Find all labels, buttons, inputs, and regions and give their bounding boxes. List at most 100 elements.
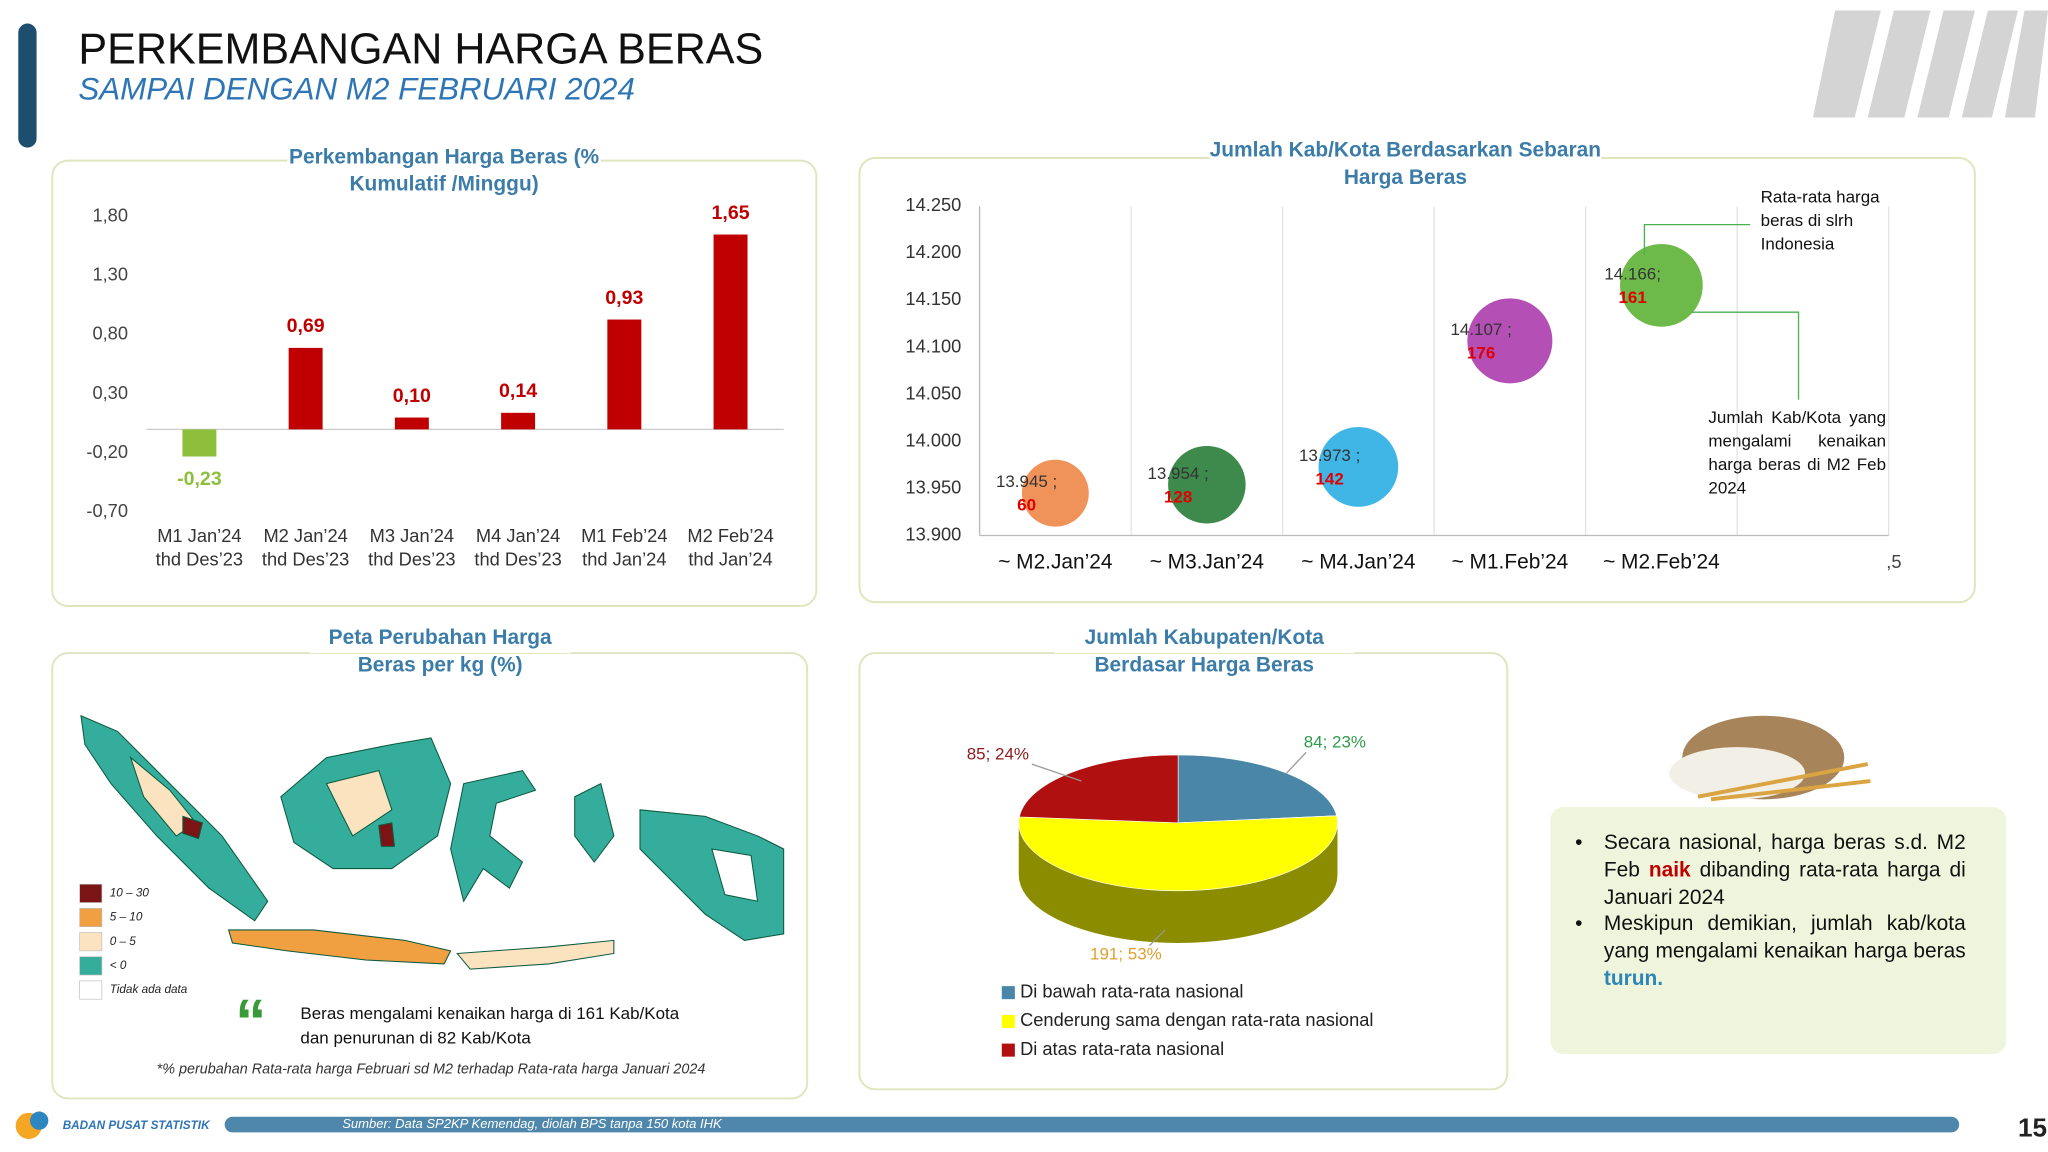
bar: [394, 417, 429, 430]
size-label: 176: [1467, 343, 1495, 362]
bullet-dot: •: [1575, 832, 1583, 855]
value-label: 13.954 ;: [1147, 464, 1208, 483]
x-tick-label-box: M4 Jan’24 thd Des’23: [474, 525, 562, 570]
title-bg: [1209, 147, 1602, 166]
title-bg: [287, 154, 601, 173]
title-bg: [309, 634, 571, 654]
legend-label: 0 – 5: [110, 935, 137, 948]
bullet: • Secara nasional, harga beras s.d. M2 Fe…: [1567, 831, 1966, 912]
panel-title-box: Perkembangan Harga Beras (% Kumulatif /M…: [289, 146, 600, 196]
value-label: 84; 23%: [1304, 733, 1366, 752]
x-tick-label: ~ M2.Feb’24: [1603, 550, 1720, 573]
rice-illustration: [1669, 715, 1871, 802]
size-label: 161: [1618, 288, 1646, 307]
x-tick-label-box: M3 Jan’24 thd Des’23: [368, 525, 456, 570]
annotation: Rata-rata harga beras di slrh Indonesia: [1760, 186, 1880, 254]
bullet-text: Meskipun demikian, jumlah kab/kota yang …: [1603, 913, 1966, 963]
footnote-box: *% perubahan Rata-rata harga Februari sd…: [157, 1062, 706, 1078]
x-extra-label: ,5: [1886, 551, 1901, 572]
size-label: 60: [1017, 496, 1036, 515]
bar: [288, 347, 323, 430]
y-tick-label: 14.050: [905, 382, 961, 403]
bar: [607, 319, 642, 430]
panel-title: Jumlah Kabupaten/Kota Berdasar Harga Ber…: [1084, 626, 1324, 677]
value-label: 14.107 ;: [1450, 320, 1511, 339]
legend-label: Di bawah rata-rata nasional: [1020, 980, 1243, 1001]
pie-side: [1018, 822, 1338, 944]
annotation: Jumlah Kab/Kota yang mengalami kenaikan …: [1708, 407, 1887, 498]
legend-swatch: [1001, 1043, 1015, 1057]
pie-slice: [1018, 815, 1338, 892]
bubble: [1620, 244, 1703, 327]
y-tick-label: 0,30: [92, 382, 128, 403]
island: [450, 770, 537, 903]
island: [227, 929, 452, 965]
source: Sumber: Data SP2KP Kemendag, diolah BPS …: [342, 1116, 723, 1131]
bar: [501, 412, 536, 430]
bullet-text: naik: [1648, 859, 1691, 882]
y-tick-label: 13.900: [905, 523, 961, 544]
island: [639, 809, 785, 941]
value-label: 13.973 ;: [1299, 446, 1360, 465]
bubble: [1467, 298, 1553, 384]
legend-label: 10 – 30: [110, 886, 150, 899]
panel-title: Perkembangan Harga Beras (% Kumulatif /M…: [289, 146, 600, 196]
x-tick-label: ~ M4.Jan’24: [1301, 550, 1415, 573]
legend-swatch: [79, 883, 103, 903]
y-tick-label: 14.100: [905, 335, 961, 356]
y-tick-label: 1,80: [92, 205, 128, 226]
island: [378, 822, 396, 847]
x-tick-label: M2 Jan’24 thd Des’23: [261, 525, 350, 570]
x-tick-label: ~ M3.Jan’24: [1150, 550, 1264, 573]
y-tick-label: 0,80: [92, 323, 128, 344]
panel-title-box: Peta Perubahan Harga Beras per kg (%): [328, 626, 552, 677]
legend-label: 5 – 10: [110, 911, 143, 924]
y-tick-label: 14.000: [905, 429, 961, 450]
summary-text-box: • Secara nasional, harga beras s.d. M2 Fe…: [1567, 831, 1966, 991]
value-label: 0,93: [605, 287, 643, 309]
x-tick-label-box: M1 Jan’24 thd Des’23: [156, 525, 243, 569]
legend-swatch: [1001, 986, 1015, 1000]
x-tick-label-box: M2 Feb’24 thd Jan’24: [687, 525, 774, 570]
y-tick-label: 1,30: [92, 264, 128, 285]
logo-watermark: [1812, 10, 2048, 118]
footer-bar: [224, 1116, 1960, 1133]
slide-subtitle: SAMPAI DENGAN M2 FEBRUARI 2024: [78, 72, 635, 107]
map: [80, 714, 785, 970]
leader-line: [1031, 763, 1082, 782]
bullet-text: Secara nasional, harga beras s.d. M2 Feb: [1603, 832, 1966, 882]
value-label: 0,69: [287, 315, 325, 337]
bullet-text: dibanding rata-rata harga di Januari 202…: [1603, 859, 1966, 909]
panel-title: Jumlah Kab/Kota Berdasarkan Sebaran Harg…: [1209, 139, 1602, 190]
legend-swatch: [79, 908, 103, 928]
leader-line: [1286, 751, 1307, 774]
annotation-box: Jumlah Kab/Kota yang mengalami kenaikan …: [1708, 407, 1887, 498]
x-tick-label: ~ M2.Jan’24: [998, 550, 1112, 573]
island: [711, 848, 759, 902]
title-bg: [1054, 634, 1355, 654]
island: [456, 939, 615, 970]
size-label: 142: [1315, 469, 1343, 488]
panel-title: Peta Perubahan Harga Beras per kg (%): [328, 626, 552, 677]
value-label: 0,14: [499, 380, 537, 402]
x-tick-label: M4 Jan’24 thd Des’23: [474, 525, 562, 570]
x-tick-label: M3 Jan’24 thd Des’23: [368, 525, 456, 570]
value-label: 0,10: [393, 385, 431, 407]
y-tick-label: 14.150: [905, 288, 961, 309]
bullet-text: turun.: [1603, 967, 1664, 991]
island: [182, 815, 204, 840]
value-label: 1,65: [712, 202, 750, 224]
bps-logo: [30, 1111, 49, 1130]
x-tick-label: ~ M1.Feb’24: [1452, 550, 1569, 573]
legend-swatch: [79, 980, 103, 1000]
legend-label: Tidak ada data: [110, 983, 188, 996]
y-tick-label: 14.250: [905, 194, 961, 215]
x-tick-label: M2 Feb’24 thd Jan’24: [687, 525, 774, 570]
bubble: [1021, 459, 1089, 527]
pie-slice: [1018, 754, 1179, 824]
bubble: [1318, 426, 1399, 507]
page-number: 15: [2018, 1113, 2047, 1143]
panel-title-box: Jumlah Kab/Kota Berdasarkan Sebaran Harg…: [1209, 139, 1602, 190]
